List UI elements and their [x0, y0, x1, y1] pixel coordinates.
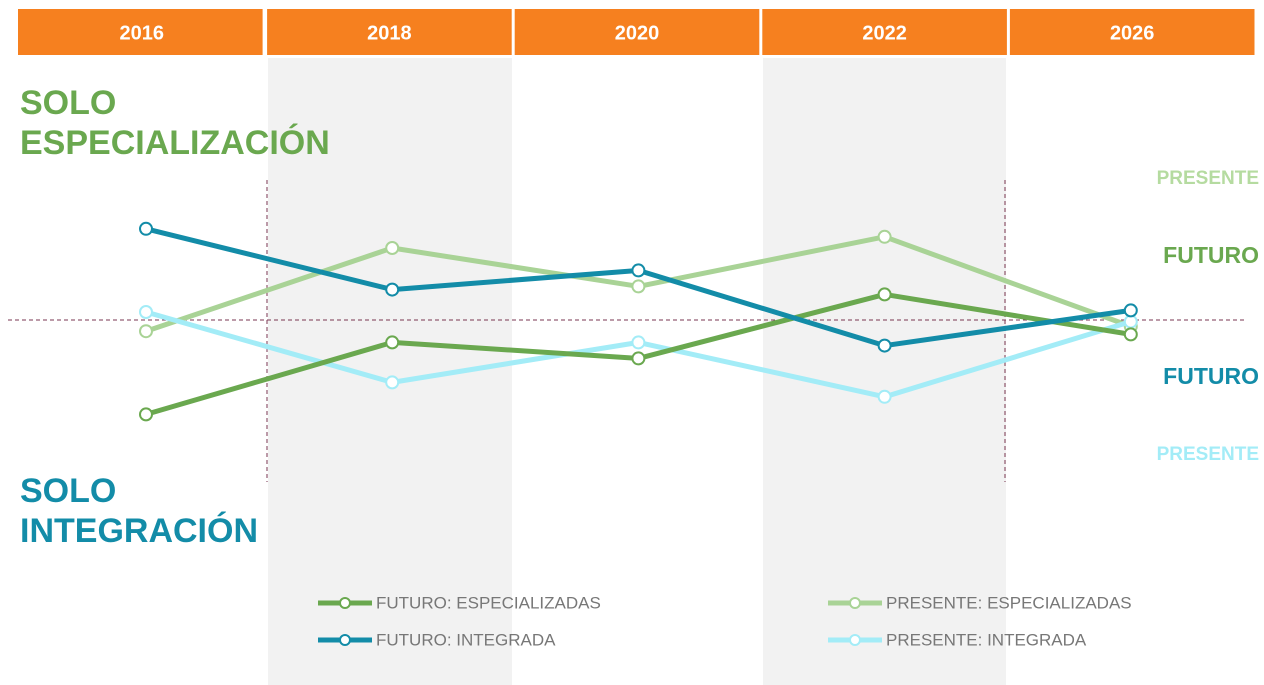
header-cell	[514, 9, 760, 55]
annotation: FUTURO	[1163, 242, 1259, 268]
legend-marker	[849, 634, 861, 646]
point	[385, 282, 400, 297]
legend-label: FUTURO: ESPECIALIZADAS	[376, 593, 601, 612]
header-cell	[267, 9, 512, 55]
header-cell	[1009, 9, 1255, 55]
annotation: PRESENTE	[1157, 444, 1259, 465]
header-label: 2020	[615, 22, 660, 44]
point	[631, 263, 646, 278]
point	[631, 335, 646, 350]
legend-label: PRESENTE: INTEGRADA	[886, 630, 1087, 649]
point	[631, 351, 646, 366]
point	[385, 335, 400, 350]
bottom-label: INTEGRACIÓN	[20, 512, 258, 550]
header-label: 2026	[1110, 22, 1155, 44]
annotation: FUTURO	[1163, 363, 1259, 389]
point	[877, 229, 892, 244]
point	[139, 305, 153, 319]
legend-marker	[339, 597, 351, 609]
legend-label: PRESENTE: ESPECIALIZADAS	[886, 593, 1132, 612]
point	[139, 324, 153, 339]
header-label: 2016	[120, 22, 165, 44]
legend-marker	[849, 597, 861, 609]
header-cell	[18, 9, 263, 55]
top-label: SOLO	[20, 84, 116, 122]
point	[385, 375, 400, 390]
point	[139, 407, 153, 422]
point	[631, 279, 646, 294]
point	[877, 287, 892, 302]
annotation: PRESENTE	[1157, 168, 1259, 189]
top-label: ESPECIALIZACIÓN	[20, 124, 330, 162]
header-label: 2022	[862, 22, 907, 44]
header-label: 2018	[367, 22, 412, 44]
point	[139, 221, 153, 236]
legend-marker	[339, 634, 351, 646]
point	[1123, 327, 1138, 342]
point	[877, 389, 892, 404]
legend-label: FUTURO: INTEGRADA	[376, 630, 556, 649]
header-cell	[762, 9, 1007, 55]
point	[385, 241, 400, 255]
bottom-label: SOLO	[20, 472, 116, 510]
point	[877, 338, 892, 353]
point	[1123, 303, 1138, 318]
